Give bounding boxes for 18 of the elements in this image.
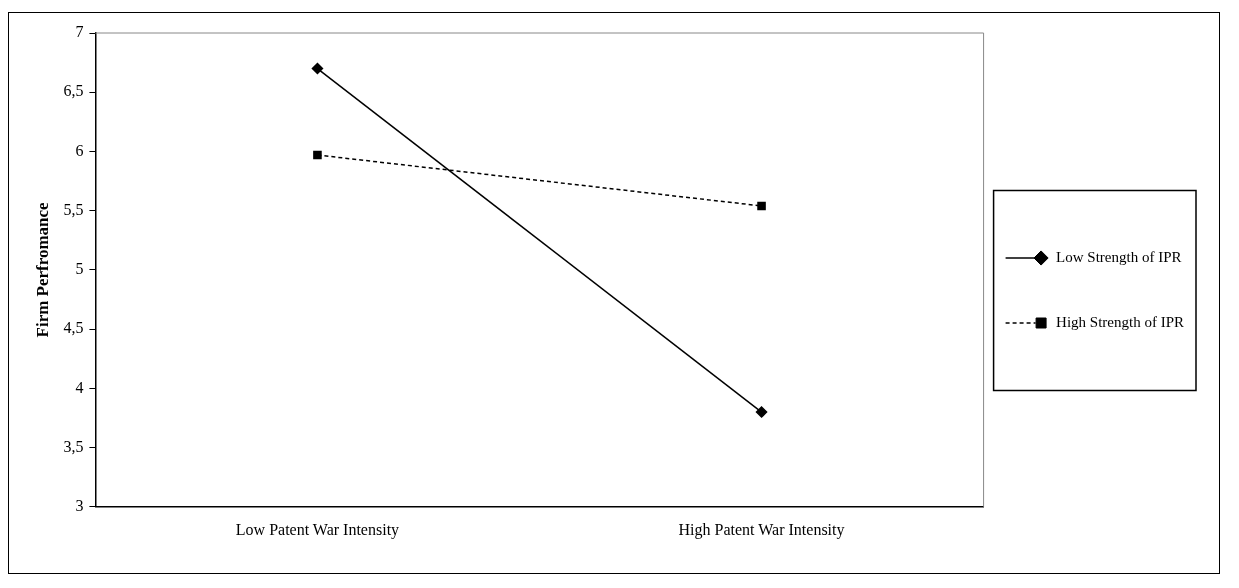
- y-tick-label: 3: [75, 497, 84, 514]
- point: [313, 150, 322, 160]
- y-tick-label: 4: [75, 378, 84, 396]
- y-tick-label: 7: [75, 23, 84, 41]
- y-tick-label: 6,5: [63, 82, 84, 100]
- y-tick-label: 6: [75, 141, 84, 159]
- y-tick-label: 5,5: [63, 200, 84, 218]
- point: [757, 201, 766, 211]
- y-tick-label: 4,5: [63, 319, 84, 337]
- point: [755, 406, 768, 418]
- x-tick-label: High Patent War Intensity: [678, 520, 845, 539]
- y-axis-title: Firm Perfromance: [32, 201, 52, 338]
- point: [311, 62, 324, 75]
- x-tick-label: Low Patent War Intensity: [235, 520, 400, 539]
- legend-label: High Strength of IPR: [1056, 313, 1184, 330]
- y-tick-label: 5: [75, 260, 84, 278]
- legend-label: Low Strength of IPR: [1056, 248, 1182, 265]
- y-tick-label: 3,5: [63, 437, 84, 455]
